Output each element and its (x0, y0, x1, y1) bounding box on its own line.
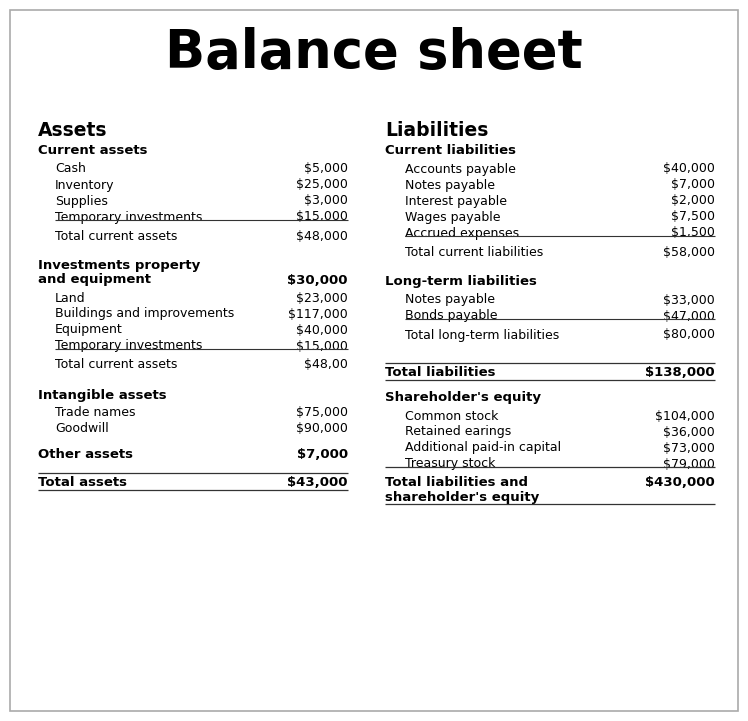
Text: Buildings and improvements: Buildings and improvements (55, 307, 234, 321)
Text: $40,000: $40,000 (663, 162, 715, 175)
Text: $48,00: $48,00 (304, 358, 348, 371)
Text: $117,000: $117,000 (288, 307, 348, 321)
Text: Accrued expenses: Accrued expenses (405, 226, 519, 239)
Text: $25,000: $25,000 (296, 179, 348, 192)
Text: Current assets: Current assets (38, 144, 147, 157)
Text: Trade names: Trade names (55, 407, 135, 420)
Text: Temporary investments: Temporary investments (55, 211, 203, 224)
Text: $40,000: $40,000 (296, 324, 348, 337)
Text: Intangible assets: Intangible assets (38, 389, 167, 402)
Text: Shareholder's equity: Shareholder's equity (385, 392, 541, 404)
Text: Total current assets: Total current assets (55, 358, 177, 371)
Text: Equipment: Equipment (55, 324, 123, 337)
Text: $3,000: $3,000 (304, 195, 348, 208)
Text: $104,000: $104,000 (655, 410, 715, 423)
Text: Total long-term liabilities: Total long-term liabilities (405, 329, 560, 342)
Text: $7,000: $7,000 (671, 179, 715, 192)
Text: Notes payable: Notes payable (405, 179, 495, 192)
Text: Total current liabilities: Total current liabilities (405, 245, 543, 259)
Text: Additional paid-in capital: Additional paid-in capital (405, 441, 561, 454)
Text: Inventory: Inventory (55, 179, 114, 192)
Text: $7,500: $7,500 (671, 211, 715, 224)
Text: Cash: Cash (55, 162, 86, 175)
Text: Notes payable: Notes payable (405, 293, 495, 306)
Text: Total liabilities: Total liabilities (385, 366, 495, 379)
Text: $15,000: $15,000 (296, 340, 348, 353)
Text: Wages payable: Wages payable (405, 211, 500, 224)
Text: $5,000: $5,000 (304, 162, 348, 175)
Text: $7,000: $7,000 (297, 448, 348, 461)
Text: Goodwill: Goodwill (55, 423, 108, 435)
Text: Other assets: Other assets (38, 448, 133, 461)
Text: Supplies: Supplies (55, 195, 108, 208)
Text: $47,000: $47,000 (663, 309, 715, 322)
Text: Balance sheet: Balance sheet (165, 27, 583, 79)
Text: Total liabilities and: Total liabilities and (385, 477, 528, 490)
Text: Interest payable: Interest payable (405, 195, 507, 208)
Text: Long-term liabilities: Long-term liabilities (385, 275, 537, 288)
Text: shareholder's equity: shareholder's equity (385, 490, 539, 503)
Text: Liabilities: Liabilities (385, 122, 488, 141)
Text: Treasury stock: Treasury stock (405, 458, 495, 471)
Text: $90,000: $90,000 (296, 423, 348, 435)
Text: Accounts payable: Accounts payable (405, 162, 516, 175)
Text: $138,000: $138,000 (646, 366, 715, 379)
Text: Total current assets: Total current assets (55, 229, 177, 242)
Text: $33,000: $33,000 (663, 293, 715, 306)
Text: Bonds payable: Bonds payable (405, 309, 497, 322)
Text: Retained earings: Retained earings (405, 425, 511, 438)
Text: $15,000: $15,000 (296, 211, 348, 224)
Text: Common stock: Common stock (405, 410, 498, 423)
Text: Land: Land (55, 291, 85, 304)
Text: Assets: Assets (38, 122, 108, 141)
Text: $58,000: $58,000 (663, 245, 715, 259)
Text: Temporary investments: Temporary investments (55, 340, 203, 353)
Text: $2,000: $2,000 (671, 195, 715, 208)
Text: Investments property: Investments property (38, 260, 200, 273)
Text: $75,000: $75,000 (296, 407, 348, 420)
Text: $48,000: $48,000 (296, 229, 348, 242)
Text: $43,000: $43,000 (287, 477, 348, 490)
Text: $30,000: $30,000 (287, 273, 348, 286)
Text: $79,000: $79,000 (663, 458, 715, 471)
Text: $430,000: $430,000 (646, 477, 715, 490)
Text: $36,000: $36,000 (663, 425, 715, 438)
Text: $1,500: $1,500 (671, 226, 715, 239)
Text: $23,000: $23,000 (296, 291, 348, 304)
Text: and equipment: and equipment (38, 273, 151, 286)
Text: $80,000: $80,000 (663, 329, 715, 342)
Text: Total assets: Total assets (38, 477, 127, 490)
Text: $73,000: $73,000 (663, 441, 715, 454)
Text: Current liabilities: Current liabilities (385, 144, 516, 157)
